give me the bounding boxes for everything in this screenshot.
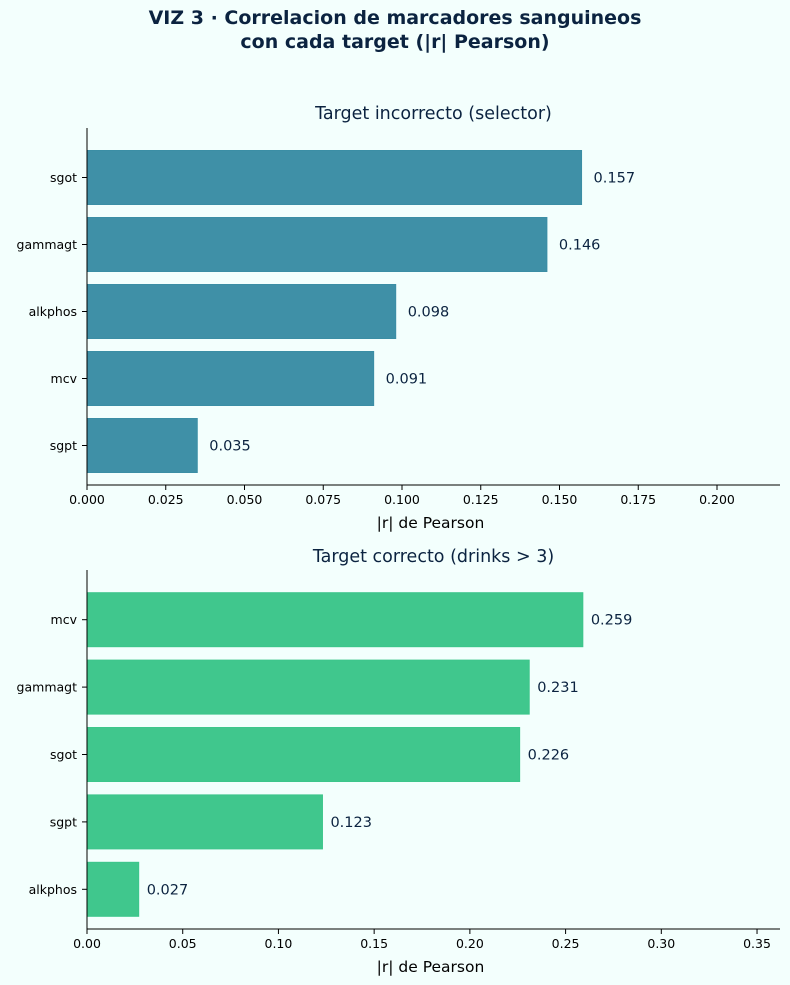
x-tick-label: 0.050 bbox=[227, 492, 263, 507]
category-label-alkphos: alkphos bbox=[29, 304, 77, 319]
value-label-alkphos: 0.027 bbox=[147, 882, 189, 898]
x-tick-label: 0.150 bbox=[542, 492, 578, 507]
category-label-mcv: mcv bbox=[51, 371, 78, 386]
x-tick-label: 0.00 bbox=[73, 936, 101, 951]
x-tick-label: 0.35 bbox=[743, 936, 771, 951]
chart-title: Target correcto (drinks > 3) bbox=[312, 547, 554, 567]
category-label-sgpt: sgpt bbox=[50, 814, 77, 829]
category-label-sgot: sgot bbox=[50, 170, 77, 185]
x-tick-label: 0.125 bbox=[463, 492, 499, 507]
category-label-sgot: sgot bbox=[50, 747, 77, 762]
page-title-line-2: con cada target (|r| Pearson) bbox=[240, 31, 550, 53]
chart-title: Target incorrecto (selector) bbox=[314, 104, 552, 124]
value-label-sgot: 0.157 bbox=[594, 171, 636, 187]
bar-sgpt bbox=[86, 418, 198, 473]
bar-mcv bbox=[86, 592, 584, 648]
x-axis-label: |r| de Pearson bbox=[377, 514, 485, 532]
x-tick-label: 0.100 bbox=[384, 492, 420, 507]
value-label-mcv: 0.091 bbox=[386, 372, 428, 388]
page-title-line-1: VIZ 3 · Correlacion de marcadores sangui… bbox=[148, 7, 642, 29]
x-tick-label: 0.05 bbox=[169, 936, 197, 951]
chart-target-correcto: Target correcto (drinks > 3) mcv 0.259 gamm… bbox=[17, 547, 780, 976]
bar-sgot bbox=[86, 150, 583, 205]
value-label-sgpt: 0.123 bbox=[330, 815, 372, 831]
bar-gammagt bbox=[86, 659, 530, 715]
value-label-gammagt: 0.146 bbox=[559, 238, 601, 254]
value-label-mcv: 0.259 bbox=[591, 613, 633, 629]
x-tick-label: 0.25 bbox=[552, 936, 580, 951]
bar-alkphos bbox=[86, 861, 140, 917]
value-label-gammagt: 0.231 bbox=[537, 680, 579, 696]
x-tick-label: 0.20 bbox=[456, 936, 484, 951]
value-label-alkphos: 0.098 bbox=[408, 305, 450, 321]
x-tick-label: 0.15 bbox=[360, 936, 388, 951]
x-tick-label: 0.025 bbox=[148, 492, 184, 507]
x-tick-label: 0.30 bbox=[647, 936, 675, 951]
x-tick-label: 0.175 bbox=[620, 492, 656, 507]
category-label-alkphos: alkphos bbox=[29, 882, 77, 897]
x-tick-label: 0.10 bbox=[265, 936, 293, 951]
value-label-sgpt: 0.035 bbox=[209, 439, 251, 455]
bar-gammagt bbox=[86, 217, 548, 272]
bar-mcv bbox=[86, 351, 375, 406]
page-title: VIZ 3 · Correlacion de marcadores sangui… bbox=[0, 6, 790, 54]
category-label-sgpt: sgpt bbox=[50, 438, 77, 453]
bar-sgpt bbox=[86, 794, 323, 850]
category-label-gammagt: gammagt bbox=[17, 680, 78, 695]
bar-sgot bbox=[86, 727, 521, 782]
category-label-gammagt: gammagt bbox=[17, 237, 78, 252]
x-axis-label: |r| de Pearson bbox=[377, 958, 485, 976]
category-label-mcv: mcv bbox=[51, 612, 78, 627]
x-tick-label: 0.000 bbox=[69, 492, 105, 507]
x-tick-label: 0.075 bbox=[305, 492, 341, 507]
chart-target-incorrecto: Target incorrecto (selector) sgot 0.157 gam… bbox=[17, 104, 780, 532]
x-tick-label: 0.200 bbox=[699, 492, 735, 507]
bar-alkphos bbox=[86, 284, 397, 339]
value-label-sgot: 0.226 bbox=[528, 748, 570, 764]
